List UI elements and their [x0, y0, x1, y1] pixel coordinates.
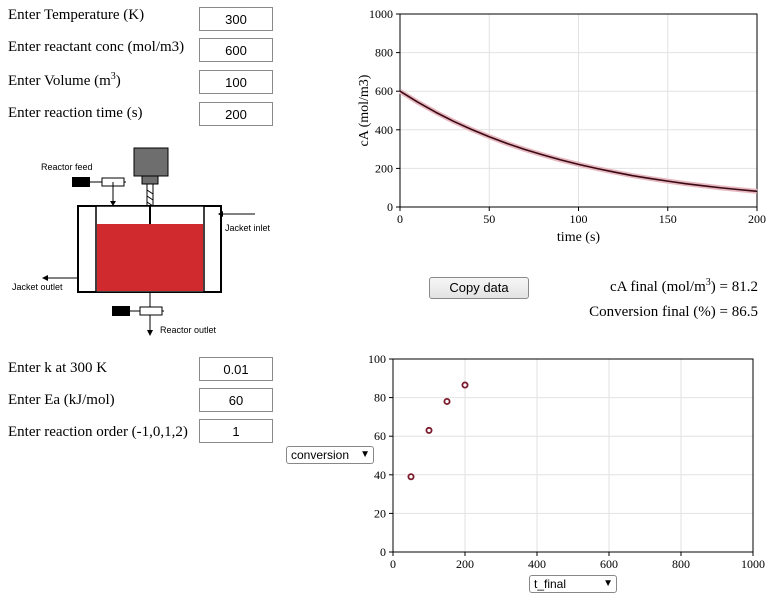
reaction-order-label: Enter reaction order (-1,0,1,2) — [8, 424, 188, 440]
ea-label: Enter Ea (kJ/mol) — [8, 392, 115, 408]
temperature-input[interactable] — [199, 7, 273, 31]
x-axis-label: time (s) — [557, 230, 600, 245]
data-point — [443, 397, 451, 405]
chevron-down-icon: ▼ — [360, 449, 370, 460]
reaction-order-input[interactable] — [199, 419, 273, 443]
jacket-outlet-label: Jacket outlet — [12, 282, 63, 292]
volume-label: Enter Volume (m3) — [8, 71, 121, 90]
concentration-label: Enter reactant conc (mol/m3) — [8, 39, 185, 55]
y-axis-label: cA (mol/m3) — [357, 74, 372, 146]
motor-icon — [133, 147, 169, 177]
k-input[interactable] — [199, 357, 273, 381]
ca-final-result: cA final (mol/m3) = 81.2 — [610, 277, 758, 296]
ca-final-value: ) = 81.2 — [710, 279, 758, 295]
ca-final-sup: 3 — [705, 277, 711, 288]
x-axis-select[interactable]: t_final ▼ — [529, 575, 617, 593]
x-tick-label: 200 — [748, 212, 766, 226]
volume-input[interactable] — [199, 70, 273, 94]
x-tick-label: 100 — [570, 212, 588, 226]
reaction-time-input[interactable] — [199, 102, 273, 126]
y-axis-select[interactable]: conversion ▼ — [286, 446, 374, 464]
y-tick-label: 1000 — [369, 7, 393, 21]
reactor-outlet-label: Reactor outlet — [160, 325, 217, 335]
x-tick-label: 600 — [600, 557, 618, 571]
conversion-final-result: Conversion final (%) = 86.5 — [589, 304, 758, 320]
data-point — [425, 426, 433, 434]
y-tick-label: 800 — [375, 46, 393, 60]
x-tick-label: 150 — [659, 212, 677, 226]
reactor-feed-label: Reactor feed — [41, 162, 93, 172]
reaction-time-label: Enter reaction time (s) — [8, 105, 143, 121]
x-tick-label: 800 — [672, 557, 690, 571]
chevron-down-icon: ▼ — [603, 578, 613, 589]
x-tick-label: 0 — [397, 212, 403, 226]
y-tick-label: 80 — [374, 391, 386, 405]
plot-frame — [392, 358, 754, 553]
jacket-inlet-label: Jacket inlet — [225, 223, 271, 233]
y-tick-label: 200 — [375, 161, 393, 175]
volume-label-text: Enter Volume (m — [8, 73, 111, 89]
y-tick-label: 0 — [380, 545, 386, 559]
reactor-schematic: Reactor feed Jacket inlet Jacket outlet … — [12, 147, 271, 336]
copy-data-button[interactable]: Copy data — [429, 277, 529, 299]
y-tick-label: 600 — [375, 84, 393, 98]
series-line — [399, 90, 758, 193]
x-tick-label: 1000 — [741, 557, 765, 571]
k-label: Enter k at 300 K — [8, 360, 108, 376]
y-tick-label: 100 — [368, 352, 386, 366]
conversion-chart: 0 200 400 600 800 1000 0 20 40 60 80 100 — [368, 352, 765, 571]
y-tick-label: 400 — [375, 123, 393, 137]
data-point — [461, 381, 469, 389]
x-axis-select-value: t_final — [534, 577, 567, 591]
x-tick-label: 400 — [528, 557, 546, 571]
volume-label-sup: 3 — [110, 71, 116, 82]
x-tick-label: 200 — [456, 557, 474, 571]
data-point — [407, 473, 415, 481]
concentration-chart: 0 50 100 150 200 0 200 400 600 800 1000 time (s) cA … — [357, 7, 766, 245]
x-tick-label: 50 — [483, 212, 495, 226]
y-tick-label: 0 — [387, 200, 393, 214]
y-axis-select-value: conversion — [291, 448, 350, 462]
y-tick-label: 40 — [374, 468, 386, 482]
ea-input[interactable] — [199, 388, 273, 412]
y-tick-label: 60 — [374, 429, 386, 443]
x-tick-label: 0 — [390, 557, 396, 571]
volume-label-end: ) — [115, 73, 121, 89]
reactor-fluid — [97, 224, 203, 291]
temperature-label: Enter Temperature (K) — [8, 7, 145, 23]
ca-final-label: cA final (mol/m — [609, 279, 706, 295]
y-tick-label: 20 — [374, 506, 386, 520]
concentration-input[interactable] — [199, 38, 273, 62]
